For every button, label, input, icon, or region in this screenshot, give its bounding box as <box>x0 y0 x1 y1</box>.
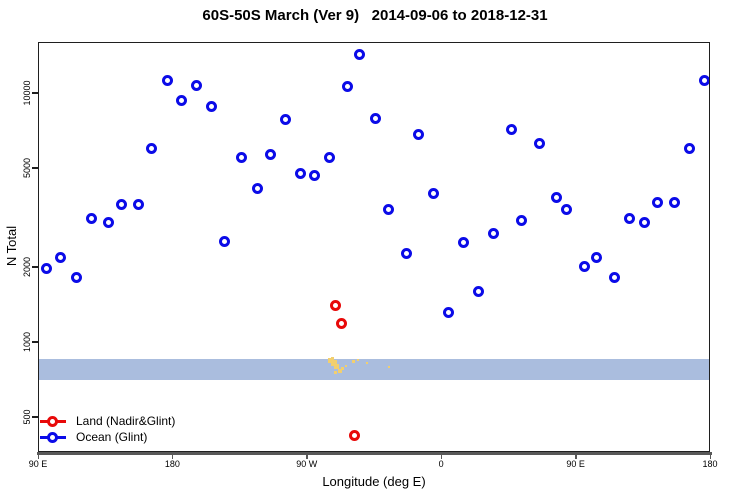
ocean-point <box>341 81 353 93</box>
ocean-point <box>652 197 664 209</box>
x-tick <box>440 454 443 459</box>
ocean-point <box>265 149 277 161</box>
ocean-point <box>280 114 292 126</box>
land-low-speck <box>356 359 359 362</box>
plot-area: 90 E 180 90 W 0 90 E 180 500 1000 2000 5000 10000… <box>4 42 718 489</box>
ocean-point <box>473 285 485 297</box>
land-low-speck <box>344 364 347 367</box>
ocean-point <box>458 237 470 249</box>
x-tick-label: 90 E <box>28 459 48 469</box>
ocean-point <box>623 213 635 225</box>
legend-item: Ocean (Glint) <box>40 429 260 445</box>
ocean-point <box>86 213 98 225</box>
x-tick <box>37 454 39 459</box>
ocean-point <box>534 138 546 150</box>
x-axis-title: Longitude (deg E) <box>322 474 426 489</box>
x-tick <box>171 454 174 459</box>
ocean-point <box>295 167 307 179</box>
ocean-point <box>516 215 528 227</box>
ocean-point <box>175 95 187 107</box>
ocean-point <box>308 170 320 182</box>
ocean-point <box>162 75 174 87</box>
ocean-point <box>116 198 128 210</box>
y-tick <box>32 341 38 343</box>
x-tick <box>575 454 577 459</box>
ocean-point <box>487 228 499 240</box>
land-low-speck <box>330 360 337 367</box>
x-tick-label: 0 <box>438 459 444 469</box>
ocean-point <box>219 236 231 248</box>
y-tick-label: 5000 <box>22 157 32 178</box>
highlight-band <box>38 359 710 381</box>
land-low-speck <box>328 357 334 363</box>
x-tick-label: 180 <box>702 459 718 469</box>
ocean-point <box>132 198 144 210</box>
land-low-speck <box>337 368 342 373</box>
ocean-point <box>591 251 602 263</box>
ocean-point <box>71 272 83 284</box>
land-point <box>349 430 361 442</box>
ocean-point <box>443 307 455 319</box>
ocean-point <box>353 48 365 60</box>
y-tick <box>32 266 38 268</box>
y-tick <box>32 92 38 94</box>
legend-label: Land (Nadir&Glint) <box>76 414 176 428</box>
ocean-point <box>369 112 381 124</box>
ocean-point <box>54 251 66 263</box>
legend: Land (Nadir&Glint) Ocean (Glint) <box>40 413 260 445</box>
plot-frame <box>38 42 710 452</box>
x-tick <box>306 454 308 459</box>
ocean-point <box>505 123 517 135</box>
x-tick-label: 90 W <box>296 459 318 469</box>
ocean-point <box>413 129 425 141</box>
ocean-point <box>579 261 591 273</box>
y-tick-label: 500 <box>22 409 32 425</box>
ocean-point <box>638 217 650 229</box>
ocean-point <box>383 204 395 216</box>
ocean-point <box>550 191 562 203</box>
x-tick-label: 90 E <box>566 459 585 469</box>
land-low-speck <box>330 356 334 360</box>
y-tick <box>32 167 38 169</box>
ocean-point <box>190 80 202 92</box>
land-low-speck <box>387 366 390 369</box>
ocean-point <box>428 188 440 200</box>
ocean-point <box>252 182 264 194</box>
legend-label: Ocean (Glint) <box>76 430 148 444</box>
legend-circle-marker <box>47 432 58 443</box>
ocean-point <box>41 262 53 274</box>
ocean-point <box>235 152 247 164</box>
chart-title: 60S-50S March (Ver 9) 2014-09-06 to 2018… <box>202 7 548 24</box>
y-axis-title: N Total <box>4 225 19 267</box>
ocean-point <box>608 272 620 284</box>
land-point <box>329 300 341 311</box>
land-low-speck <box>351 359 355 363</box>
ocean-point <box>668 197 680 209</box>
y-tick-label: 2000 <box>22 256 32 277</box>
ocean-point <box>145 142 157 154</box>
x-axis-line <box>37 451 712 455</box>
ocean-point <box>323 151 335 163</box>
x-tick <box>709 454 711 459</box>
y-tick-label: 1000 <box>22 331 32 352</box>
land-low-speck <box>334 364 340 370</box>
y-tick <box>32 416 38 418</box>
ocean-point <box>561 204 573 216</box>
legend-item: Land (Nadir&Glint) <box>40 413 260 429</box>
ocean-point <box>102 217 114 229</box>
y-tick-label: 10000 <box>22 80 32 106</box>
ocean-point <box>205 101 217 113</box>
land-point <box>335 317 347 329</box>
land-low-speck <box>365 362 368 365</box>
ocean-point <box>698 75 710 87</box>
land-low-speck <box>333 371 337 375</box>
ocean-point <box>683 142 695 154</box>
ocean-point <box>401 248 413 260</box>
legend-circle-marker <box>47 416 58 427</box>
x-tick-label: 180 <box>164 459 180 469</box>
land-low-speck <box>341 367 345 371</box>
